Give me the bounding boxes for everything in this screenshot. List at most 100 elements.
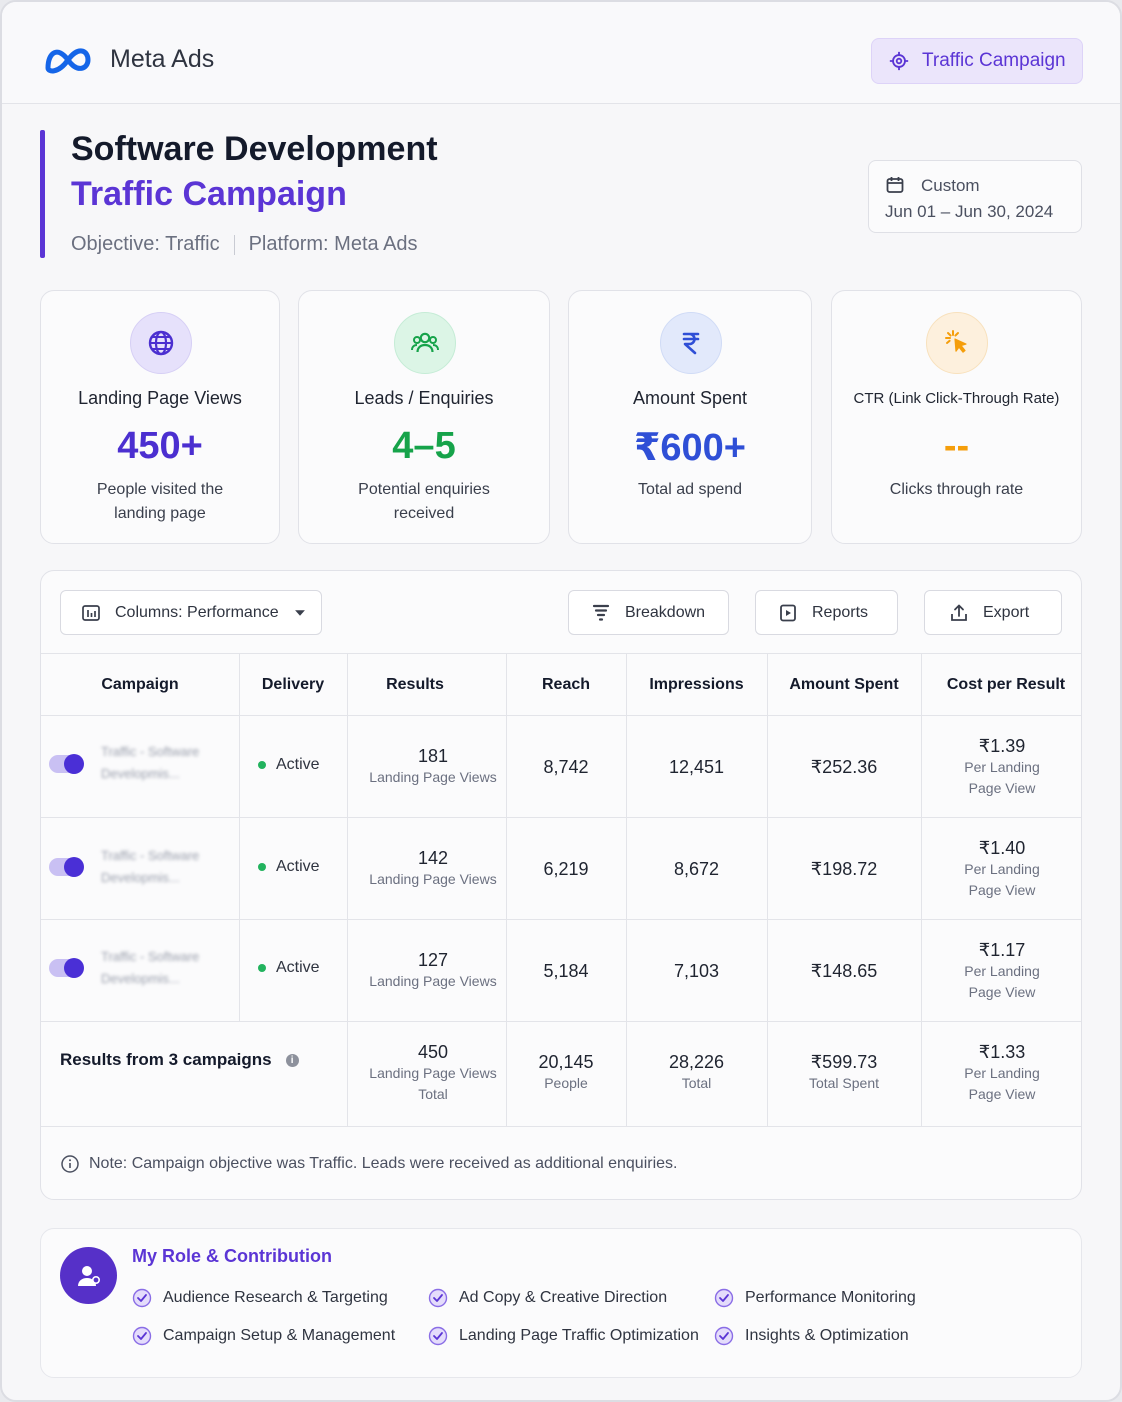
date-range-picker[interactable]: Custom Jun 01 – Jun 30, 2024 xyxy=(868,160,1082,233)
table-divider xyxy=(767,653,768,1126)
column-header-reach[interactable]: Reach xyxy=(541,676,591,693)
calendar-icon xyxy=(886,177,904,193)
export-icon xyxy=(951,604,967,621)
cost-per-result-cell: ₹1.17 Per Landing Page View xyxy=(964,939,1040,1000)
table-divider xyxy=(41,715,1081,716)
stat-value: -- xyxy=(943,425,970,467)
check-circle-icon xyxy=(714,1288,734,1308)
table-divider xyxy=(347,653,348,1126)
total-impressions-cell: 28,226 Total xyxy=(668,1052,725,1091)
column-header-amount-spent[interactable]: Amount Spent xyxy=(789,676,899,693)
totals-label: Results from 3 campaigns i xyxy=(60,1050,299,1070)
page-title: Software Development xyxy=(71,130,438,168)
top-bar: Meta Ads Traffic Campaign xyxy=(2,2,1120,104)
breakdown-button[interactable]: Breakdown xyxy=(568,590,729,635)
stat-card-landing-page-views: Landing Page Views 450+ People visited t… xyxy=(40,290,280,544)
cost-per-result-cell: ₹1.40 Per Landing Page View xyxy=(964,837,1040,898)
chevron-down-icon xyxy=(294,609,305,616)
delivery-status: Active xyxy=(258,858,320,876)
columns-dropdown[interactable]: Columns: Performance xyxy=(60,590,322,635)
check-circle-icon xyxy=(132,1326,152,1346)
stat-value: 450+ xyxy=(117,425,203,467)
info-icon[interactable]: i xyxy=(285,1053,299,1067)
table-divider xyxy=(921,653,922,1126)
table-divider xyxy=(41,653,1081,654)
amount-spent-cell: ₹148.65 xyxy=(810,960,878,981)
results-cell: 142 Landing Page Views xyxy=(369,848,497,887)
campaign-type-badge[interactable]: Traffic Campaign xyxy=(871,38,1083,84)
stat-value: 4–5 xyxy=(392,425,456,467)
role-title: My Role & Contribution xyxy=(132,1246,332,1266)
table-divider xyxy=(239,653,240,1021)
check-circle-icon xyxy=(428,1288,448,1308)
campaign-table-panel: Columns: Performance Breakdown Reports E… xyxy=(40,570,1082,1200)
columns-label: Columns: Performance xyxy=(115,603,279,621)
breakdown-label: Breakdown xyxy=(625,603,706,621)
check-circle-icon xyxy=(714,1326,734,1346)
table-divider xyxy=(626,653,627,1126)
column-header-results[interactable]: Results xyxy=(386,676,444,693)
results-cell: 181 Landing Page Views xyxy=(369,746,497,785)
campaign-name[interactable]: Traffic - Software Developmis... xyxy=(101,744,200,781)
check-circle-icon xyxy=(132,1288,152,1308)
reach-cell: 8,742 xyxy=(543,756,589,777)
table-divider xyxy=(41,1021,1081,1022)
campaign-toggle[interactable] xyxy=(49,958,84,978)
reports-icon xyxy=(780,604,796,621)
objective-text: Objective: Traffic xyxy=(71,233,220,255)
users-icon xyxy=(394,312,456,374)
rupee-icon xyxy=(660,312,722,374)
delivery-status: Active xyxy=(258,756,320,774)
globe-icon xyxy=(130,312,192,374)
column-header-campaign[interactable]: Campaign xyxy=(101,676,179,693)
impressions-cell: 7,103 xyxy=(673,960,720,981)
campaign-meta: Objective: Traffic Platform: Meta Ads xyxy=(71,233,418,256)
total-cost-per-result-cell: ₹1.33 Per Landing Page View xyxy=(964,1041,1040,1102)
columns-icon xyxy=(82,604,100,621)
user-icon xyxy=(60,1247,117,1304)
stat-card-amount-spent: Amount Spent ₹600+ Total ad spend xyxy=(568,290,812,544)
check-circle-icon xyxy=(428,1326,448,1346)
stat-caption: Potential enquiries received xyxy=(358,481,490,522)
table-divider xyxy=(506,653,507,1126)
export-label: Export xyxy=(983,603,1030,621)
role-item: Ad Copy & Creative Direction xyxy=(428,1288,667,1308)
stat-caption: People visited the landing page xyxy=(96,481,224,522)
delivery-status: Active xyxy=(258,959,320,977)
amount-spent-cell: ₹198.72 xyxy=(810,858,878,879)
campaign-name[interactable]: Traffic - Software Developmis... xyxy=(101,949,200,986)
stat-label: Amount Spent xyxy=(632,388,748,408)
campaign-name[interactable]: Traffic - Software Developmis... xyxy=(101,848,200,885)
stat-label: CTR (Link Click-Through Rate) xyxy=(853,390,1060,407)
role-item: Performance Monitoring xyxy=(714,1288,916,1308)
date-range-value: Jun 01 – Jun 30, 2024 xyxy=(885,202,1054,221)
stat-card-ctr: CTR (Link Click-Through Rate) -- Clicks … xyxy=(831,290,1082,544)
info-circle-icon xyxy=(61,1155,79,1173)
page-subtitle: Traffic Campaign xyxy=(71,175,347,213)
reports-button[interactable]: Reports xyxy=(755,590,898,635)
table-divider xyxy=(41,817,1081,818)
reports-label: Reports xyxy=(812,603,869,621)
column-header-impressions[interactable]: Impressions xyxy=(649,676,744,693)
reach-cell: 6,219 xyxy=(543,858,589,879)
export-button[interactable]: Export xyxy=(924,590,1062,635)
stat-caption: Total ad spend xyxy=(637,481,743,498)
stat-value: ₹600+ xyxy=(633,427,747,469)
total-reach-cell: 20,145 People xyxy=(538,1052,594,1091)
role-item: Insights & Optimization xyxy=(714,1326,909,1346)
status-dot xyxy=(258,964,266,972)
impressions-cell: 12,451 xyxy=(668,756,725,777)
target-icon xyxy=(889,51,909,71)
stat-card-leads: Leads / Enquiries 4–5 Potential enquirie… xyxy=(298,290,550,544)
campaign-toggle[interactable] xyxy=(49,754,84,774)
status-dot xyxy=(258,761,266,769)
role-item: Landing Page Traffic Optimization xyxy=(428,1326,699,1346)
filter-icon xyxy=(592,604,610,621)
column-header-delivery[interactable]: Delivery xyxy=(261,676,325,693)
stat-label: Leads / Enquiries xyxy=(354,388,494,408)
amount-spent-cell: ₹252.36 xyxy=(810,756,878,777)
campaign-toggle[interactable] xyxy=(49,857,84,877)
column-header-cost-per-result[interactable]: Cost per Result xyxy=(946,676,1066,693)
table-divider xyxy=(41,1126,1081,1127)
